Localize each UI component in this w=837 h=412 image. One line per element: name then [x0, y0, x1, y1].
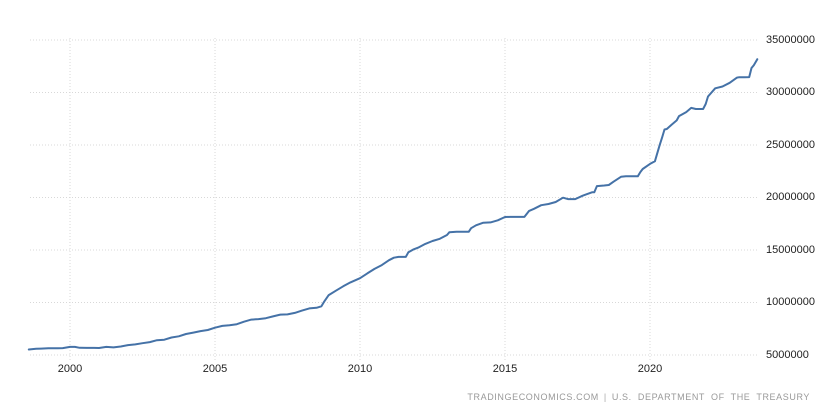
- y-axis-label: 5000000: [766, 348, 809, 361]
- x-axis-label: 2000: [57, 363, 83, 375]
- attribution-source: TRADINGECONOMICS.COM: [467, 392, 599, 402]
- attribution-separator: |: [603, 392, 607, 402]
- y-axis-label: 30000000: [766, 86, 815, 98]
- y-axis-label: 15000000: [766, 243, 815, 256]
- y-axis-label: 10000000: [766, 296, 815, 308]
- x-axis-label: 2005: [202, 363, 228, 375]
- attribution: TRADINGECONOMICS.COM | U.S. DEPARTMENT OF …: [467, 392, 810, 403]
- attribution-provider: U.S. DEPARTMENT OF THE TREASURY: [611, 392, 810, 402]
- x-axis-label: 2015: [492, 363, 518, 375]
- y-axis-label: 20000000: [766, 191, 815, 203]
- y-axis-label: 35000000: [766, 33, 815, 46]
- y-axis-label: 25000000: [766, 138, 815, 151]
- x-axis-label: 2020: [637, 363, 663, 375]
- x-axis-label: 2010: [347, 363, 373, 375]
